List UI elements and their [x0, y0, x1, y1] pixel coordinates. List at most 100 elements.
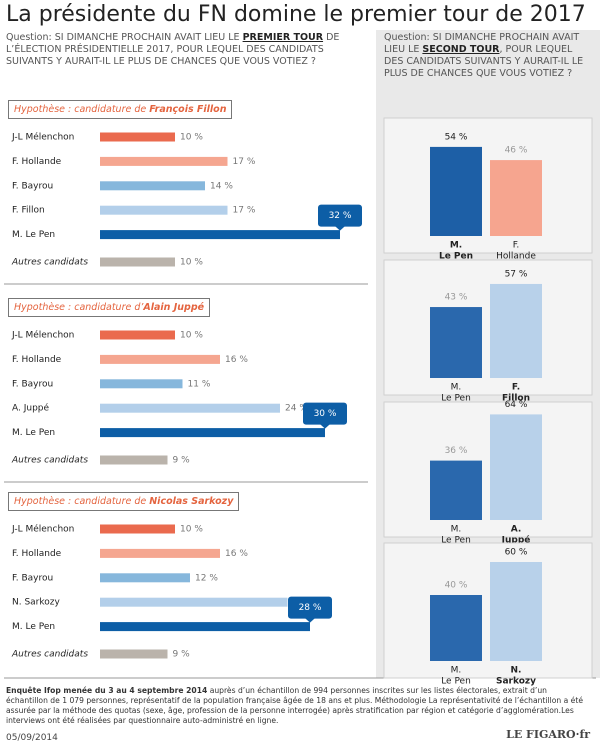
- category-label: M.: [451, 383, 462, 393]
- value-label: 43 %: [445, 293, 468, 303]
- bar: [490, 160, 542, 236]
- logo: LE FIGARO·fr: [506, 728, 590, 741]
- left-question: Question: SI DIMANCHE PROCHAIN AVAIT LIE…: [6, 32, 346, 68]
- category-label: F. Bayrou: [12, 181, 53, 191]
- question-text: Question: SI DIMANCHE PROCHAIN AVAIT LIE…: [384, 32, 580, 55]
- bar: [430, 146, 482, 236]
- question-text: , POUR LEQUEL DES CANDIDATS SUIVANTS Y A…: [384, 44, 584, 79]
- hypothesis-prefix: Hypothèse : candidature d’: [14, 302, 144, 313]
- hypothesis-name: François Fillon: [149, 104, 227, 115]
- bar: [100, 597, 288, 607]
- category-label: Hollande: [496, 252, 536, 262]
- callout-pointer: [305, 618, 315, 623]
- category-label: J-L Mélenchon: [11, 132, 74, 143]
- value-label: 10 %: [180, 258, 203, 268]
- bar: [100, 403, 280, 413]
- value-label: 12 %: [195, 573, 218, 583]
- bar: [100, 181, 205, 191]
- callout-pointer: [320, 424, 330, 429]
- category-label: Sarkozy: [496, 677, 536, 687]
- hypothesis: Hypothèse : candidature de Nicolas Sarko…: [8, 492, 240, 511]
- category-label: Le Pen: [439, 252, 473, 262]
- value-label: 46 %: [505, 146, 528, 156]
- value-label: 14 %: [210, 181, 233, 191]
- hypothesis-prefix: Hypothèse : candidature de: [14, 496, 150, 507]
- card: [383, 401, 593, 538]
- footer: Enquête Ifop menée du 3 au 4 septembre 2…: [6, 686, 591, 726]
- category-label: F. Hollande: [12, 157, 62, 167]
- category-label: N.: [511, 666, 522, 676]
- value-label: 57 %: [505, 269, 528, 279]
- bar: [100, 230, 340, 240]
- category-label: F. Fillon: [12, 206, 45, 216]
- footer-text: auprès d’un échantillon de 994 personnes…: [6, 686, 583, 725]
- value-label: 40 %: [445, 581, 468, 591]
- value-label: 10 %: [180, 525, 203, 535]
- category-label: M.: [451, 525, 462, 535]
- category-label: J-L Mélenchon: [11, 330, 74, 341]
- hypothesis-prefix: Hypothèse : candidature de: [14, 104, 150, 115]
- category-label: M.: [450, 241, 462, 251]
- value-label: 11 %: [188, 379, 211, 389]
- category-label: F.: [512, 383, 520, 393]
- date: 05/09/2014: [6, 733, 58, 743]
- category-label: J-L Mélenchon: [11, 524, 74, 535]
- value-label: 54 %: [445, 132, 468, 142]
- category-label: M. Le Pen: [12, 428, 55, 438]
- category-label: F.: [513, 241, 520, 251]
- bar: [100, 257, 175, 267]
- footer-lead: Enquête Ifop menée du 3 au 4 septembre 2…: [6, 686, 208, 695]
- value-label: 9 %: [173, 456, 191, 466]
- card: [383, 259, 593, 396]
- bar: [430, 595, 482, 661]
- category-label: M.: [451, 666, 462, 676]
- category-label: Autres candidats: [11, 258, 88, 268]
- bar: [100, 205, 228, 215]
- bar: [100, 548, 220, 558]
- bar: [100, 156, 228, 166]
- category-label: Autres candidats: [11, 650, 88, 660]
- callout-pointer: [335, 226, 345, 231]
- value-label: 32 %: [329, 211, 352, 221]
- category-label: Autres candidats: [11, 456, 88, 466]
- bar: [100, 455, 168, 465]
- bar: [430, 460, 482, 520]
- value-label: 16 %: [225, 355, 248, 365]
- value-label: 36 %: [445, 446, 468, 456]
- right-question: Question: SI DIMANCHE PROCHAIN AVAIT LIE…: [384, 32, 594, 80]
- bar: [100, 524, 175, 534]
- bar: [100, 132, 175, 142]
- value-label: 64 %: [505, 400, 528, 410]
- value-label: 10 %: [180, 133, 203, 143]
- bar: [430, 307, 482, 378]
- bar: [490, 283, 542, 378]
- card: [383, 542, 593, 679]
- category-label: F. Hollande: [12, 355, 62, 365]
- category-label: F. Hollande: [12, 549, 62, 559]
- bar: [100, 622, 310, 632]
- hypothesis: Hypothèse : candidature d’Alain Juppé: [8, 298, 211, 317]
- category-label: Le Pen: [441, 394, 471, 404]
- bar: [100, 379, 183, 389]
- bar: [100, 649, 168, 659]
- bar: [100, 354, 220, 364]
- question-emphasis: SECOND TOUR: [422, 44, 500, 55]
- value-label: 30 %: [314, 409, 337, 419]
- category-label: N. Sarkozy: [12, 598, 61, 608]
- callout: [288, 596, 332, 619]
- bar: [490, 414, 542, 520]
- callout: [303, 402, 347, 425]
- card: [383, 117, 593, 254]
- category-label: A.: [511, 525, 522, 535]
- title: La présidente du FN domine le premier to…: [6, 2, 586, 27]
- value-label: 17 %: [233, 157, 256, 167]
- question-text: DE L’ÉLECTION PRÉSIDENTIELLE 2017, POUR …: [6, 32, 340, 67]
- value-label: 24 %: [285, 404, 308, 414]
- bar: [100, 330, 175, 340]
- value-label: 9 %: [173, 650, 191, 660]
- category-label: Fillon: [502, 394, 530, 404]
- category-label: A. Juppé: [12, 403, 50, 414]
- question-text: Question: SI DIMANCHE PROCHAIN AVAIT LIE…: [6, 32, 243, 43]
- value-label: 16 %: [225, 549, 248, 559]
